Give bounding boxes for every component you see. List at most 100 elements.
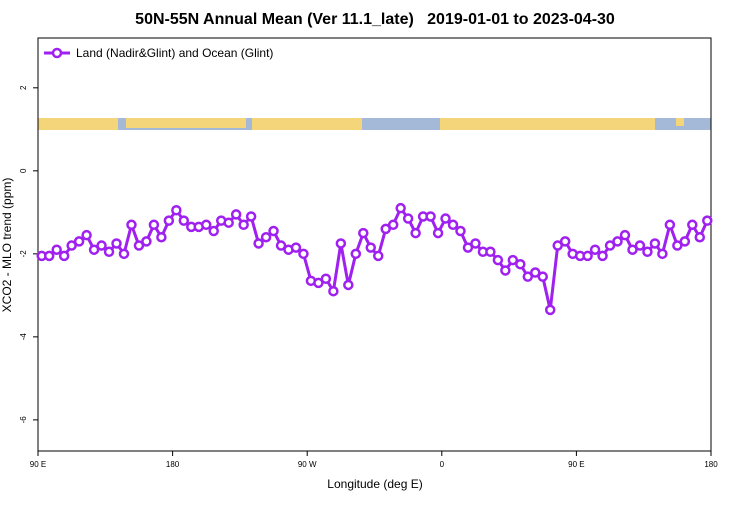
data-point bbox=[544, 304, 556, 316]
data-point bbox=[156, 231, 167, 243]
y-axis-label: XCO2 - MLO trend (ppm) bbox=[0, 178, 14, 313]
data-point bbox=[260, 231, 272, 243]
data-point bbox=[672, 240, 683, 251]
y-tick-label: -6 bbox=[19, 416, 28, 424]
data-point bbox=[268, 225, 279, 237]
legend-label: Land (Nadir&Glint) and Ocean (Glint) bbox=[76, 46, 273, 60]
data-point bbox=[118, 248, 130, 260]
data-point bbox=[664, 219, 676, 231]
data-point bbox=[372, 250, 384, 262]
x-axis-label: Longitude (deg E) bbox=[327, 477, 422, 491]
data-point bbox=[402, 213, 414, 224]
data-point bbox=[245, 211, 257, 222]
data-point bbox=[634, 240, 646, 251]
x-tick-label: 180 bbox=[704, 460, 718, 469]
data-point bbox=[649, 238, 661, 249]
data-point bbox=[627, 244, 638, 255]
data-point bbox=[201, 219, 212, 231]
data-point bbox=[515, 258, 526, 270]
data-point bbox=[66, 240, 77, 251]
land-ocean-strip bbox=[38, 118, 711, 130]
data-point bbox=[410, 227, 421, 239]
data-point bbox=[694, 231, 706, 243]
data-point bbox=[58, 250, 70, 262]
data-point bbox=[702, 215, 713, 226]
data-point bbox=[148, 219, 160, 231]
data-point bbox=[597, 250, 608, 262]
chart-title: 50N-55N Annual Mean (Ver 11.1_late) 2019… bbox=[135, 11, 615, 28]
data-point bbox=[328, 285, 339, 297]
data-point bbox=[335, 238, 347, 249]
data-point bbox=[462, 242, 474, 253]
data-point bbox=[395, 202, 406, 214]
data-point bbox=[253, 238, 264, 249]
data-point bbox=[455, 225, 466, 237]
data-point bbox=[365, 242, 377, 253]
data-point bbox=[126, 219, 137, 231]
data-point bbox=[537, 271, 548, 282]
x-tick-label: 90 E bbox=[568, 460, 584, 469]
data-point bbox=[642, 246, 653, 258]
data-point bbox=[43, 250, 55, 262]
data-point bbox=[440, 213, 451, 224]
data-point bbox=[290, 242, 302, 253]
data-point bbox=[350, 248, 362, 260]
data-point bbox=[358, 227, 369, 239]
data-point bbox=[141, 236, 152, 247]
data-point bbox=[530, 267, 541, 278]
data-point bbox=[51, 244, 62, 255]
data-point bbox=[103, 246, 115, 258]
data-point bbox=[313, 277, 324, 289]
data-point bbox=[687, 219, 698, 231]
y-tick-label: -4 bbox=[19, 333, 28, 341]
data-point bbox=[387, 219, 399, 231]
x-tick-label: 90 E bbox=[30, 460, 46, 469]
data-point bbox=[275, 240, 287, 251]
legend: Land (Nadir&Glint) and Ocean (Glint) bbox=[44, 46, 273, 60]
data-point bbox=[612, 236, 623, 247]
data-point bbox=[208, 225, 219, 237]
y-tick-label: 2 bbox=[19, 85, 28, 90]
data-point bbox=[343, 279, 354, 291]
land bbox=[676, 118, 684, 126]
y-tick-label: -2 bbox=[19, 250, 28, 258]
data-point bbox=[679, 236, 691, 247]
data-point bbox=[485, 246, 496, 258]
data-point bbox=[96, 240, 107, 251]
data-point bbox=[320, 273, 332, 284]
data-point bbox=[298, 248, 309, 260]
land bbox=[126, 118, 246, 128]
data-point bbox=[507, 254, 519, 266]
data-point bbox=[73, 236, 85, 247]
data-point bbox=[163, 215, 175, 226]
data-point bbox=[589, 244, 601, 255]
plot-frame bbox=[37, 37, 712, 452]
land bbox=[38, 118, 118, 130]
land bbox=[440, 118, 655, 130]
data-point bbox=[604, 240, 616, 251]
data-point bbox=[432, 227, 444, 239]
data-point bbox=[500, 265, 511, 276]
data-point bbox=[81, 229, 92, 241]
x-tick-label: 180 bbox=[166, 460, 180, 469]
data-point bbox=[470, 238, 481, 249]
data-point bbox=[657, 248, 668, 260]
land bbox=[252, 118, 362, 130]
data-point bbox=[447, 219, 459, 231]
data-point bbox=[88, 244, 100, 255]
data-point bbox=[582, 250, 593, 262]
y-tick-label: 0 bbox=[19, 168, 28, 173]
legend-marker bbox=[51, 47, 63, 59]
x-tick-label: 0 bbox=[440, 460, 445, 469]
x-tick-label: 90 W bbox=[298, 460, 317, 469]
data-point bbox=[492, 254, 504, 266]
data-point bbox=[111, 238, 122, 249]
data-point bbox=[178, 215, 190, 226]
data-point bbox=[230, 209, 242, 220]
data-point bbox=[380, 223, 391, 235]
data-point bbox=[552, 240, 563, 251]
data-point bbox=[559, 236, 571, 247]
data-point bbox=[619, 229, 631, 241]
data-point bbox=[425, 211, 436, 222]
